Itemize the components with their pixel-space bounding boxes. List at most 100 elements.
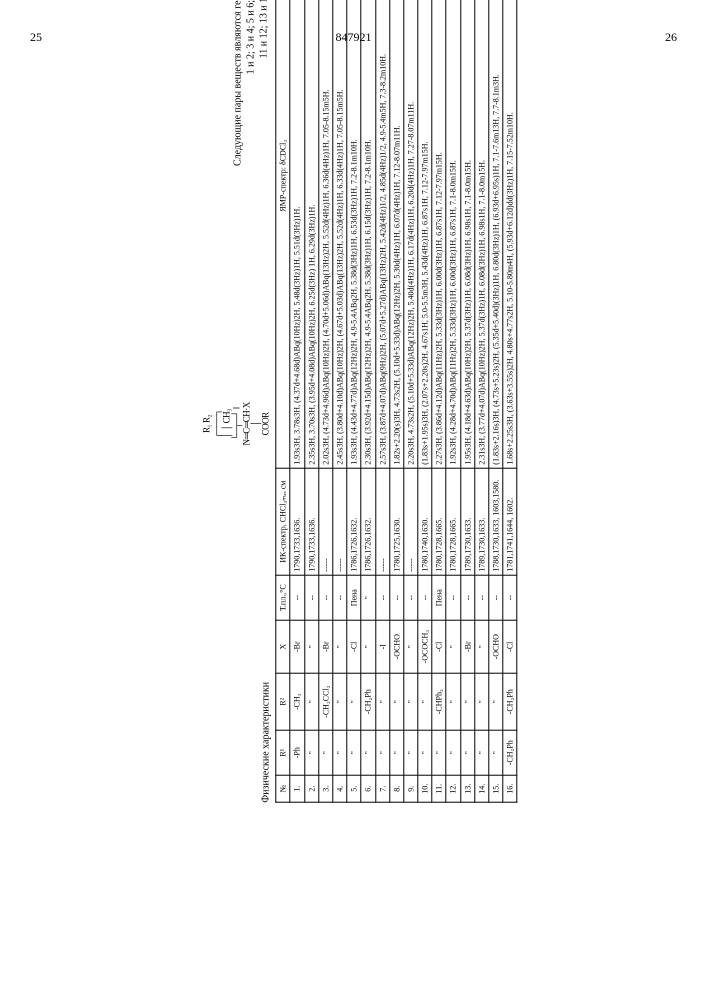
table-cell: 1786,1726,1632.: [361, 468, 375, 575]
table-cell: ": [304, 730, 318, 775]
table-row: 13.""-Br--1789,1730,1633.1.95s3H, (4.18d…: [460, 0, 474, 802]
table-cell: 14.: [475, 775, 489, 802]
table-cell: ": [390, 730, 404, 775]
table-row: 4."""-------2.45s3H, (3.80d+4.10d)ABq(10…: [333, 0, 347, 802]
data-table: № R¹ R² X Т.пл.,°С ИК-спектр, CHCl₃ₘₐₓ с…: [276, 0, 518, 803]
table-cell: -CH₃: [290, 673, 304, 730]
phys-char-label: Физические характеристики: [261, 682, 272, 803]
isomer-line-2: 11 и 12; 13 и 14.: [259, 0, 270, 166]
table-cell: -OCHO: [489, 620, 503, 673]
table-cell: 4.: [333, 775, 347, 802]
table-row: 9."""-------2.20s3H, 4.73s2H, (5.10d+5.3…: [404, 0, 418, 802]
table-cell: (1.83s+2.16s)3H, (4.73s+5.23s)2H, (5.35d…: [489, 0, 503, 468]
table-row: 2."""--1790,1733,1636.2.35s3H, 3.70s3H, …: [304, 0, 318, 802]
table-cell: 10.: [418, 775, 432, 802]
table-cell: ": [404, 620, 418, 673]
right-header-block: Продолжение табл. 3 Следующие пары вещес…: [216, 0, 272, 166]
table-cell: --: [304, 575, 318, 620]
table-cell: 1.93s3H, 3.78s3H, (4.37d+4.68d)ABq(10Hz)…: [290, 0, 304, 468]
table-cell: ": [489, 730, 503, 775]
table-body: 1.-Ph-CH₃-Br--1790,1733,1636.1.93s3H, 3.…: [290, 0, 517, 802]
table-continuation: Продолжение табл. 3: [216, 0, 227, 166]
table-cell: -OCHO: [390, 620, 404, 673]
table-cell: ": [475, 730, 489, 775]
table-cell: --: [390, 575, 404, 620]
table-cell: 2.30s3H, (3.92d+4.15d)ABq(12Hz)2H, 4.9-5…: [361, 0, 375, 468]
table-cell: 1.: [290, 775, 304, 802]
table-cell: -OCOCH₃: [418, 620, 432, 673]
table-cell: 5.: [347, 775, 361, 802]
rotated-content: Физические характеристики R₁ R₂ ┌───┐ │ …: [202, 0, 517, 803]
table-cell: ": [460, 730, 474, 775]
table-cell: 3.: [319, 775, 333, 802]
table-row: 11."-CHPh₂-ClПена1780,1728,1665.2.27s3H,…: [432, 0, 446, 802]
col-r2: R²: [276, 673, 290, 730]
table-cell: ": [333, 730, 347, 775]
table-cell: ": [475, 620, 489, 673]
table-cell: --: [460, 575, 474, 620]
table-row: 15.""-OCHO--1788,1730,1633, 1603,1580.(1…: [489, 0, 503, 802]
table-row: 8.""-OCHO--1780,1725,1630.1.82s+2.20(s)3…: [390, 0, 404, 802]
table-cell: ": [404, 730, 418, 775]
table-cell: -Br: [290, 620, 304, 673]
table-cell: 2.45s3H, (3.80d+4.10d)ABq(10Hz)2H, (4.67…: [333, 0, 347, 468]
table-cell: 2.: [304, 775, 318, 802]
table-row: 5.""-ClПена1786,1726,1632.1.93s3H, (4.43…: [347, 0, 361, 802]
table-cell: 2.27s3H, (3.86d+4.12d)ABq(11Hz)2H, 5.33d…: [432, 0, 446, 468]
table-header-block: Физические характеристики R₁ R₂ ┌───┐ │ …: [202, 0, 271, 803]
table-cell: Пена: [347, 575, 361, 620]
table-cell: ": [304, 620, 318, 673]
table-cell: 1.95s3H, (4.18d+4.63d)ABq(10Hz)2H, 5.37d…: [460, 0, 474, 468]
table-cell: ": [333, 673, 347, 730]
table-cell: -Br: [319, 620, 333, 673]
table-cell: 1789,1730,1633.: [460, 468, 474, 575]
col-num: №: [276, 775, 290, 802]
table-cell: -----: [319, 468, 333, 575]
table-cell: ": [304, 673, 318, 730]
table-row: 16.-CH₂Ph-CH₂Ph-Cl--1781,1741,1644, 1602…: [503, 0, 517, 802]
col-x: X: [276, 620, 290, 673]
table-row: 7.""-I-------2.57s3H, (3.87d+4.07d)ABq(9…: [375, 0, 389, 802]
isomer-line-1: 1 и 2; 3 и 4; 5 и 6; 8 и 9;: [246, 0, 257, 166]
table-cell: 1788,1730,1633, 1603,1580.: [489, 468, 503, 575]
table-cell: ": [446, 620, 460, 673]
table-cell: 1790,1733,1636.: [290, 468, 304, 575]
table-cell: --: [404, 575, 418, 620]
table-cell: -CH₂Ph: [361, 673, 375, 730]
structure-formula: R₁ R₂ ┌───┐ │ │ CH₃ └─┬─┘ ‖ N═C═CH·X │ C…: [202, 402, 271, 445]
table-cell: ": [347, 730, 361, 775]
table-cell: ": [446, 730, 460, 775]
table-cell: ": [319, 730, 333, 775]
table-cell: -Cl: [432, 620, 446, 673]
isomer-title: Следующие пары веществ являются геометри…: [233, 0, 244, 166]
table-cell: 13.: [460, 775, 474, 802]
table-cell: 9.: [404, 775, 418, 802]
table-cell: 12.: [446, 775, 460, 802]
table-cell: --: [418, 575, 432, 620]
table-cell: Пена: [432, 575, 446, 620]
table-row: 6."-CH₂Ph""1786,1726,1632.2.30s3H, (3.92…: [361, 0, 375, 802]
table-cell: -Cl: [347, 620, 361, 673]
table-cell: ": [375, 673, 389, 730]
table-cell: 2.02s3H, (4.73d+4.96d)ABq(10Hz)2H, (4.70…: [319, 0, 333, 468]
table-cell: -CH₂Ph: [503, 673, 517, 730]
table-cell: ": [475, 673, 489, 730]
table-cell: 2.57s3H, (3.87d+4.07d)ABq(9Hz)2H, (5.07d…: [375, 0, 389, 468]
table-cell: 8.: [390, 775, 404, 802]
table-cell: 1780,1725,1630.: [390, 468, 404, 575]
table-cell: ": [460, 673, 474, 730]
table-cell: --: [475, 575, 489, 620]
table-cell: 1.92s3H, (4.28d+4.70d)ABq(11Hz)2H, 5.33d…: [446, 0, 460, 468]
col-tp: Т.пл.,°С: [276, 575, 290, 620]
table-cell: 1786,1726,1632.: [347, 468, 361, 575]
table-row: 1.-Ph-CH₃-Br--1790,1733,1636.1.93s3H, 3.…: [290, 0, 304, 802]
table-cell: --: [319, 575, 333, 620]
table-row: 14."""--1789,1730,1633.2.31s3H, (3.77d+4…: [475, 0, 489, 802]
table-cell: --: [333, 575, 347, 620]
table-cell: ": [375, 730, 389, 775]
table-row: 12."""--1780,1728,1665.1.92s3H, (4.28d+4…: [446, 0, 460, 802]
table-row: 3."-CH₂CCl₃-Br-------2.02s3H, (4.73d+4.9…: [319, 0, 333, 802]
table-cell: 1789,1730,1633.: [475, 468, 489, 575]
table-row: 10.""-OCOCH₃--1780,1740,1630.(1.83s+1.95…: [418, 0, 432, 802]
table-cell: (1.83s+1.95s)3H, (2.07s+2.20s)2H, 4.67s1…: [418, 0, 432, 468]
